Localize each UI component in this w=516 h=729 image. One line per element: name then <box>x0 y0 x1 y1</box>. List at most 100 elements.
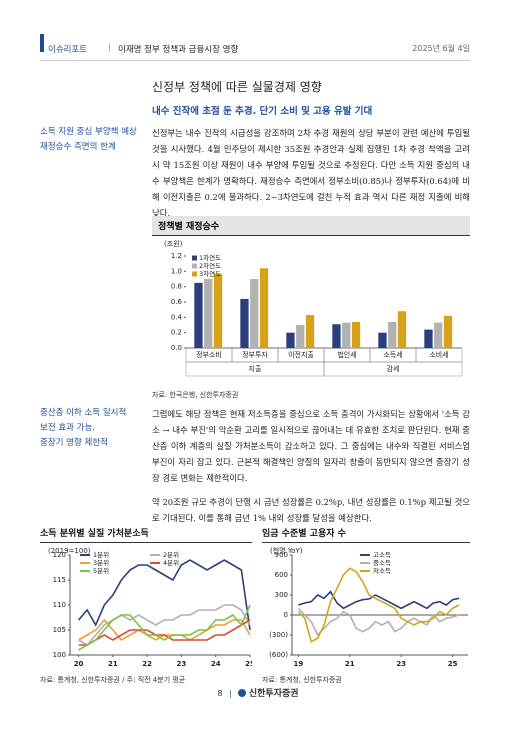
bar <box>434 322 443 348</box>
y-tick-label: 0.0 <box>171 344 182 352</box>
report-label: 이슈리포트 <box>48 45 88 55</box>
y-axis-label: (조원) <box>164 239 183 248</box>
y-tick-label: 120 <box>53 551 66 559</box>
legend-label: 1차연도 <box>199 253 221 262</box>
x-tick-label: 소비세 <box>429 350 448 359</box>
line-series <box>78 619 251 646</box>
y-tick-label: 600 <box>275 571 288 579</box>
x-tick-label: 19 <box>294 660 304 668</box>
bar <box>259 268 269 348</box>
y-axis-label: (천명 YoY) <box>270 546 303 555</box>
x-tick-label: 25 <box>245 660 252 668</box>
separator: | <box>229 689 232 698</box>
legend-label: 중소득 <box>373 559 391 567</box>
legend-label: 5분위 <box>93 567 109 575</box>
side-note-line: 보전 효과 가능. <box>40 423 96 433</box>
x-tick-label: 법인세 <box>337 350 356 359</box>
y-tick-label: 0.2 <box>171 329 182 337</box>
legend-label: 2차연도 <box>199 261 221 270</box>
page-subtitle: 내수 진작에 초점 둔 추경. 단기 소비 및 고용 유발 기대 <box>152 106 373 117</box>
chart-title: 임금 수준별 고용자 수 <box>262 526 470 543</box>
y-tick-label: 1.0 <box>171 267 182 275</box>
y-tick-label: 105 <box>53 626 66 634</box>
bar <box>388 321 397 348</box>
bar <box>286 332 295 348</box>
line-series <box>297 567 460 643</box>
y-tick-label: 110 <box>53 601 66 609</box>
legend-label: 4분위 <box>163 559 179 567</box>
chart-panel: 소득 분위별 실질 가처분소득 100 105 110 115 120 (2019=100… <box>40 526 255 685</box>
chart-source: 자료: 통계청, 신한투자증권 / 주: 직전 4분기 평균 <box>40 676 186 684</box>
report-date: 2025년 6월 4일 <box>412 44 470 53</box>
chart-title: 정책별 재정승수 <box>152 216 470 236</box>
bar <box>213 273 223 348</box>
group-label: 감세 <box>387 364 400 373</box>
legend-label: 2분위 <box>163 551 179 559</box>
bar <box>351 321 361 348</box>
y-tick-label: 100 <box>53 651 66 659</box>
bar <box>332 324 341 348</box>
side-note-line: 중장기 영향 제한적 <box>40 438 108 448</box>
line-series <box>77 559 251 631</box>
x-tick-label: 소득세 <box>383 350 402 359</box>
legend-swatch <box>192 255 197 261</box>
chart: (600) (300) 0 300 600 900(천명 YoY) 19 21 23 25 고소득중… <box>269 546 468 668</box>
x-tick-label: 21 <box>108 660 118 668</box>
paragraph: 그럼에도 해당 정책은 현재 저소득층을 중심으로 소득 충격이 가시화되는 상… <box>152 409 470 483</box>
x-tick-label: 21 <box>345 660 355 668</box>
page-number: 8 <box>217 689 223 698</box>
bar <box>424 329 433 348</box>
x-tick-label: 20 <box>74 660 84 668</box>
legend-swatch <box>192 271 197 277</box>
x-tick-label: 정부소비 <box>196 350 222 359</box>
y-tick-label: (600) <box>269 651 288 659</box>
y-tick-label: 1.2 <box>171 252 182 260</box>
bar <box>296 325 305 348</box>
y-tick-label: (300) <box>269 631 288 639</box>
legend-label: 저소득 <box>373 566 391 575</box>
bar <box>194 282 203 348</box>
legend-label: 고소득 <box>373 551 391 559</box>
brand-logo <box>238 689 247 697</box>
legend-swatch <box>192 263 197 269</box>
chart-source: 자료: 한국은행, 신한투자증권 <box>152 391 239 399</box>
report-title: 이재명 정부 정책과 금융시장 영향 <box>118 45 239 55</box>
bar <box>250 279 259 348</box>
x-tick-label: 22 <box>142 660 152 668</box>
x-tick-label: 이전지출 <box>288 350 314 359</box>
side-note: 중산층 이하 소득 일시적 보전 효과 가능. 중장기 영향 제한적 <box>40 406 148 451</box>
line-series <box>297 607 460 637</box>
header-mark <box>40 34 44 52</box>
page-title: 신정부 정책에 따른 실물경제 영향 <box>152 80 322 94</box>
y-axis-label: (2019=100) <box>48 547 91 555</box>
x-tick-label: 24 <box>211 660 221 668</box>
side-note-line: 소득 지원 중심 부양책 예상 <box>40 127 137 137</box>
chart-source: 자료: 통계청, 신한투자증권 <box>262 676 342 684</box>
x-tick-label: 정부투자 <box>242 350 268 359</box>
separator: | <box>108 43 111 53</box>
bar <box>443 315 453 348</box>
bar <box>342 322 351 348</box>
chart: 0.0 0.2 0.4 0.6 0.8 1.0 1.2 (조원) 정부소비 정부투자 이전지출 법인세… <box>164 239 463 377</box>
chart-panel: 정책별 재정승수 0.0 0.2 0.4 0.6 0.8 1.0 1.2 (조원) 정부소비 정부… <box>152 216 470 400</box>
paragraph: 신정부는 내수 진작의 시급성을 강조하며 2차 추경 재원의 상당 부분이 관… <box>152 128 470 218</box>
y-tick-label: 0.6 <box>171 298 183 306</box>
footer: 8 | 신한투자증권 <box>0 686 516 699</box>
chart: 100 105 110 115 120(2019=100) 20 21 22 23 24 25 1분위… <box>48 547 255 668</box>
y-tick-label: 115 <box>53 576 66 584</box>
line-series <box>78 604 251 651</box>
y-tick-label: 300 <box>275 591 288 599</box>
bar <box>240 298 249 348</box>
legend-label: 1분위 <box>93 551 109 559</box>
bar <box>305 315 315 348</box>
y-tick-label: 0.8 <box>171 283 182 291</box>
group-cell <box>323 361 463 377</box>
chart-title: 소득 분위별 실질 가처분소득 <box>40 526 252 543</box>
bar <box>204 279 213 348</box>
side-note-line: 재정승수 측면의 한계 <box>40 142 116 152</box>
y-tick-label: 900 <box>275 551 288 559</box>
chart-panel: 임금 수준별 고용자 수 (600) (300) 0 300 600 900 (천명 YoY… <box>262 526 470 685</box>
brand: 신한투자증권 <box>248 689 299 699</box>
